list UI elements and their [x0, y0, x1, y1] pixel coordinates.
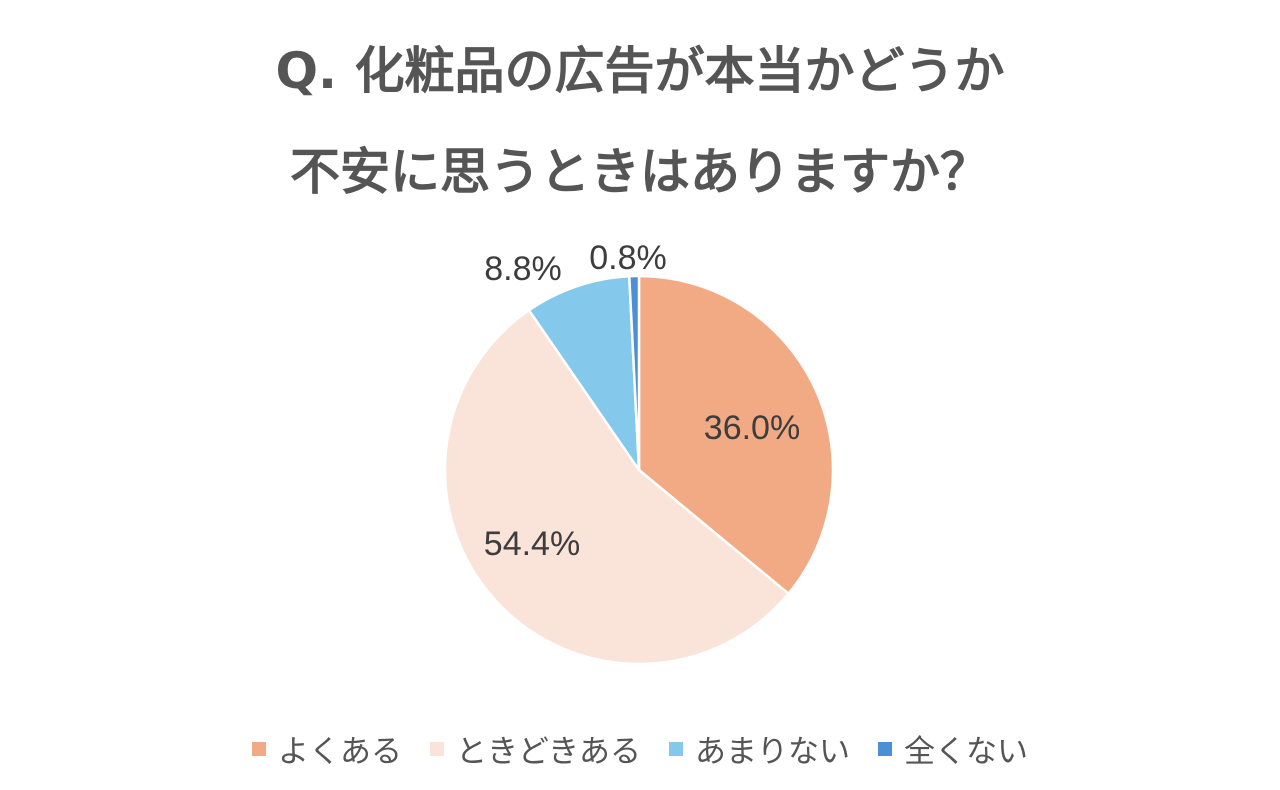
legend-item-2: ときどきある: [429, 726, 642, 771]
legend-swatch: [429, 741, 444, 756]
chart-legend: よくある ときどきある あまりない 全くない: [0, 726, 1280, 771]
slice-label-2: 54.4%: [484, 525, 580, 563]
legend-swatch: [669, 741, 684, 756]
chart-title-line2: 不安に思うときはありますか？: [290, 143, 990, 201]
legend-item-4: 全くない: [878, 726, 1028, 771]
slice-label-1: 36.0%: [704, 409, 800, 447]
legend-item-3: あまりない: [669, 726, 850, 771]
pie-slice-4: [628, 274, 641, 472]
legend-label: あまりない: [695, 734, 851, 770]
legend-label: ときどきある: [455, 734, 642, 770]
legend-label: 全くない: [904, 734, 1029, 770]
chart-title-line1: Q. 化粧品の広告が本当かどうか: [275, 42, 1005, 100]
legend-label: よくある: [277, 734, 402, 770]
pie-slice-1: [637, 274, 835, 595]
slice-label-4: 0.8%: [589, 239, 667, 277]
slice-label-3: 8.8%: [484, 250, 562, 288]
pie-slice-2: [443, 308, 790, 666]
legend-swatch: [251, 741, 266, 756]
pie-slice-3: [527, 274, 641, 472]
legend-swatch: [878, 741, 893, 756]
legend-item-1: よくある: [251, 726, 402, 771]
